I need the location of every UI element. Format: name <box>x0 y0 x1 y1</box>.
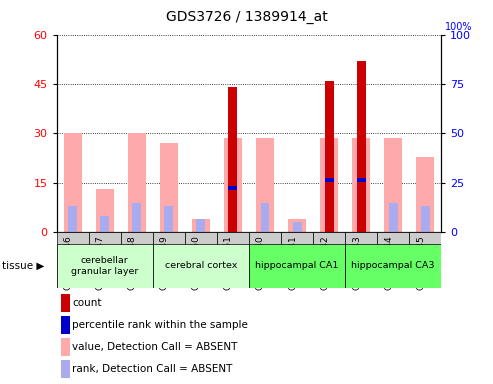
Bar <box>324 178 334 182</box>
Bar <box>388 203 398 232</box>
Bar <box>153 232 185 288</box>
Text: count: count <box>72 298 102 308</box>
Bar <box>121 232 153 288</box>
Bar <box>217 232 249 288</box>
Bar <box>356 61 366 232</box>
Bar <box>68 206 77 232</box>
Bar <box>185 232 217 288</box>
Text: cerebellar
granular layer: cerebellar granular layer <box>71 256 139 276</box>
Text: tissue ▶: tissue ▶ <box>2 261 45 271</box>
Text: GSM172044: GSM172044 <box>384 235 393 290</box>
Text: GSM172045: GSM172045 <box>416 235 425 290</box>
Bar <box>249 244 345 288</box>
Bar <box>324 81 334 232</box>
Text: value, Detection Call = ABSENT: value, Detection Call = ABSENT <box>72 342 238 352</box>
Bar <box>345 232 377 288</box>
Bar <box>228 186 238 190</box>
Bar <box>100 216 109 232</box>
Text: GSM172048: GSM172048 <box>128 235 137 290</box>
Text: GSM172047: GSM172047 <box>96 235 105 290</box>
Bar <box>160 143 177 232</box>
Bar <box>260 203 270 232</box>
Text: percentile rank within the sample: percentile rank within the sample <box>72 320 248 330</box>
Bar <box>313 232 345 288</box>
Bar <box>128 134 145 232</box>
Bar <box>164 206 174 232</box>
Bar <box>61 316 70 334</box>
Text: rank, Detection Call = ABSENT: rank, Detection Call = ABSENT <box>72 364 233 374</box>
Text: 100%: 100% <box>445 22 473 32</box>
Bar <box>320 138 338 232</box>
Bar <box>61 360 70 378</box>
Text: GSM172042: GSM172042 <box>320 235 329 290</box>
Text: GSM172051: GSM172051 <box>224 235 233 290</box>
Bar <box>288 219 306 232</box>
Bar <box>192 219 210 232</box>
Bar <box>421 206 430 232</box>
Bar <box>196 219 206 232</box>
Text: GSM172049: GSM172049 <box>160 235 169 290</box>
Text: hippocampal CA3: hippocampal CA3 <box>352 262 435 270</box>
Bar <box>281 232 313 288</box>
Text: hippocampal CA1: hippocampal CA1 <box>255 262 339 270</box>
Bar <box>352 138 370 232</box>
Text: GDS3726 / 1389914_at: GDS3726 / 1389914_at <box>166 10 327 23</box>
Bar <box>356 178 366 182</box>
Bar <box>57 232 89 288</box>
Text: GSM172040: GSM172040 <box>256 235 265 290</box>
Text: GSM172043: GSM172043 <box>352 235 361 290</box>
Bar <box>356 203 366 232</box>
Bar <box>228 203 238 232</box>
Bar <box>96 189 113 232</box>
Bar <box>61 338 70 356</box>
Bar <box>57 244 153 288</box>
Bar <box>249 232 281 288</box>
Bar <box>89 232 121 288</box>
Bar <box>324 203 334 232</box>
Bar <box>345 244 441 288</box>
Text: cerebral cortex: cerebral cortex <box>165 262 237 270</box>
Text: GSM172046: GSM172046 <box>64 235 73 290</box>
Bar <box>377 232 409 288</box>
Bar <box>228 87 238 232</box>
Bar <box>385 138 402 232</box>
Bar <box>64 134 81 232</box>
Text: GSM172041: GSM172041 <box>288 235 297 290</box>
Bar <box>153 244 249 288</box>
Bar <box>417 157 434 232</box>
Text: GSM172050: GSM172050 <box>192 235 201 290</box>
Bar <box>256 138 274 232</box>
Bar <box>132 203 141 232</box>
Bar <box>61 294 70 312</box>
Bar <box>292 222 302 232</box>
Bar <box>409 232 441 288</box>
Bar <box>224 138 242 232</box>
